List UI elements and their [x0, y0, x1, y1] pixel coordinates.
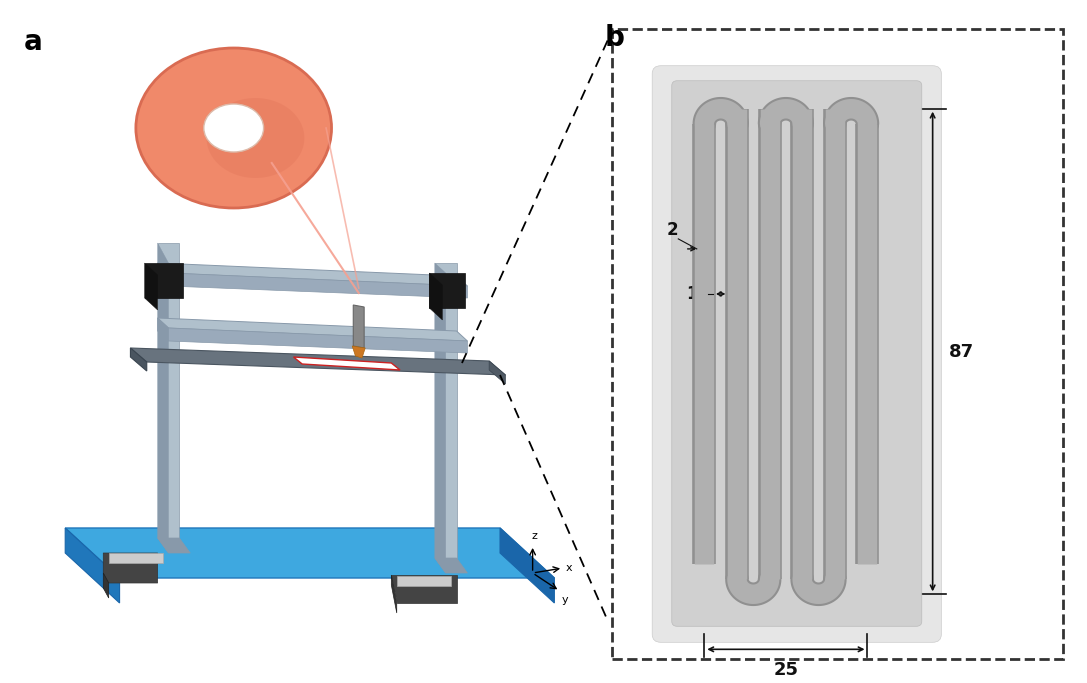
Polygon shape [158, 318, 168, 341]
Polygon shape [489, 361, 505, 384]
Polygon shape [435, 263, 457, 558]
FancyBboxPatch shape [672, 81, 922, 626]
Polygon shape [352, 346, 365, 358]
Polygon shape [145, 263, 158, 310]
Polygon shape [435, 263, 446, 573]
Polygon shape [397, 576, 451, 586]
Text: z: z [532, 531, 538, 541]
Polygon shape [158, 538, 190, 553]
Ellipse shape [207, 98, 304, 178]
Polygon shape [168, 328, 467, 353]
Ellipse shape [136, 48, 332, 208]
Polygon shape [168, 273, 467, 298]
Polygon shape [145, 263, 183, 298]
Polygon shape [391, 575, 457, 603]
Polygon shape [500, 528, 554, 603]
Polygon shape [130, 348, 147, 371]
Polygon shape [293, 357, 400, 370]
Text: a: a [24, 28, 42, 56]
Text: 1: 1 [686, 285, 698, 303]
Polygon shape [158, 243, 179, 538]
Text: 25: 25 [774, 661, 798, 680]
Polygon shape [429, 273, 442, 320]
Polygon shape [103, 553, 158, 583]
Polygon shape [353, 305, 364, 348]
Text: 2: 2 [666, 221, 678, 239]
FancyBboxPatch shape [652, 66, 941, 642]
Polygon shape [158, 243, 168, 553]
Polygon shape [103, 573, 109, 598]
Polygon shape [429, 273, 465, 308]
Ellipse shape [203, 104, 263, 152]
Polygon shape [391, 575, 397, 613]
Polygon shape [158, 318, 467, 341]
Polygon shape [130, 348, 505, 375]
Polygon shape [109, 553, 163, 563]
Polygon shape [65, 528, 120, 603]
Text: x: x [565, 563, 572, 573]
Polygon shape [158, 263, 168, 286]
Text: y: y [562, 595, 569, 605]
Text: b: b [604, 24, 624, 52]
Polygon shape [435, 558, 467, 573]
Polygon shape [65, 528, 554, 578]
Text: 87: 87 [949, 342, 974, 361]
Polygon shape [158, 263, 467, 286]
